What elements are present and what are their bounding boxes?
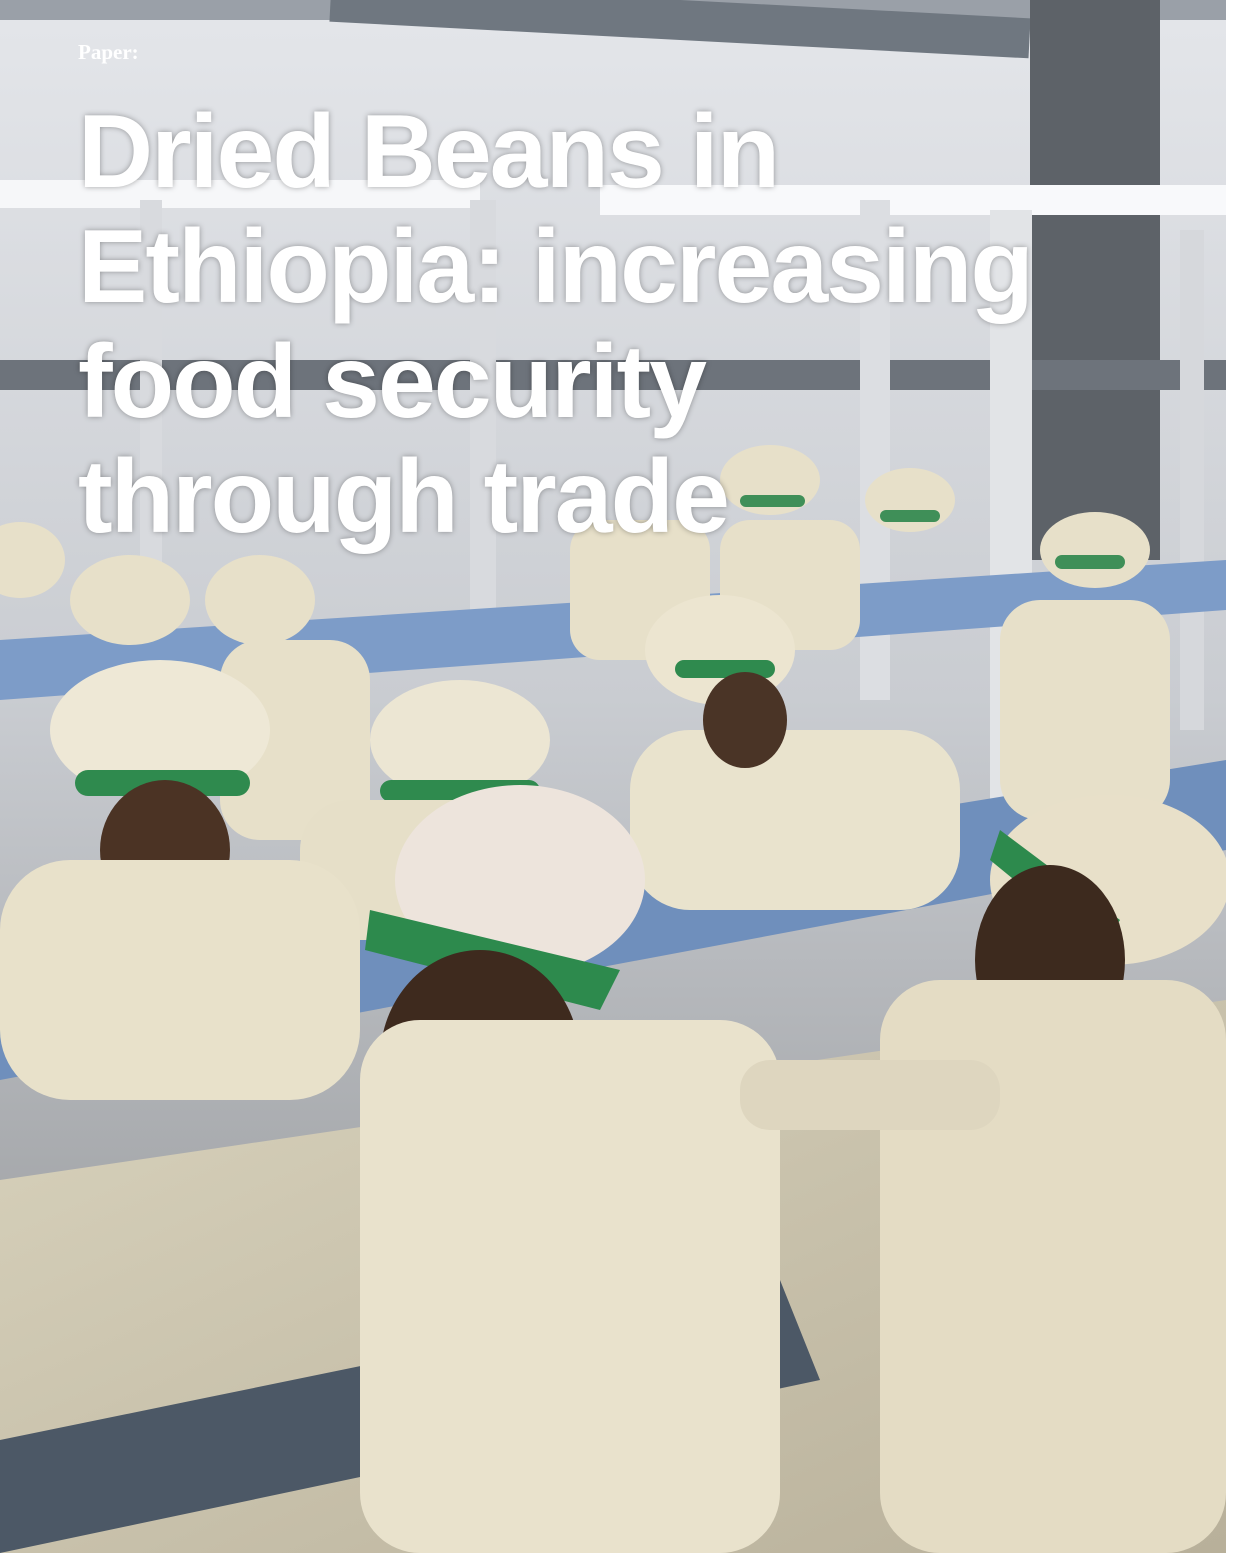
title-line: through trade (78, 439, 730, 555)
title-line: food security (78, 324, 707, 440)
kicker: Paper: (78, 40, 139, 64)
title-line: Ethiopia: increasing (78, 209, 1034, 325)
title: Dried Beans in Ethiopia: increasing food s… (78, 94, 1034, 555)
title-line: Dried Beans in (78, 94, 780, 210)
